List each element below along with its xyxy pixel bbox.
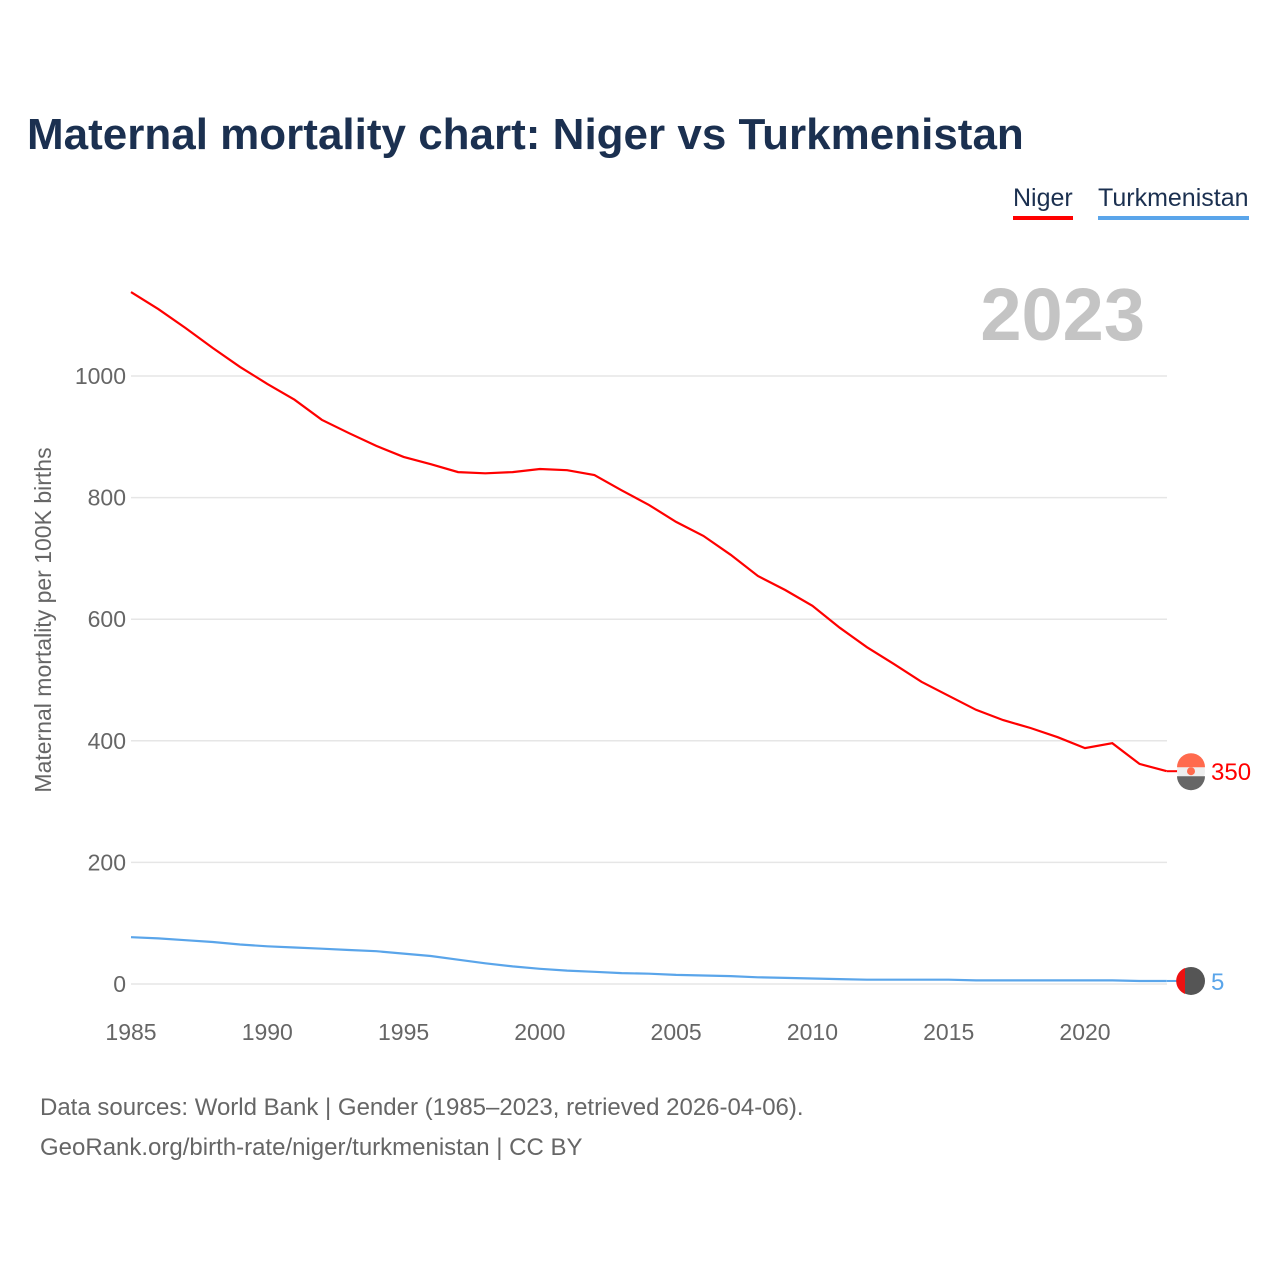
niger-flag-dot <box>1187 767 1195 776</box>
x-tick-label: 2015 <box>923 1019 974 1045</box>
source-line-2[interactable]: GeoRank.org/birth-rate/niger/turkmenista… <box>40 1134 583 1161</box>
year-watermark: 2023 <box>980 273 1145 356</box>
y-axis-label: Maternal mortality per 100K births <box>30 447 56 792</box>
x-tick-label: 2000 <box>514 1019 565 1045</box>
niger-flag-stripe <box>1177 776 1205 791</box>
end-value-label: 5 <box>1211 969 1224 996</box>
source-note: Data sources: World Bank | Gender (1985–… <box>40 1088 804 1168</box>
source-line-1: Data sources: World Bank | Gender (1985–… <box>40 1094 804 1121</box>
x-tick-label: 1985 <box>105 1019 156 1045</box>
end-value-label: 350 <box>1211 759 1251 786</box>
series-line-niger <box>130 291 1168 773</box>
y-tick-label: 200 <box>88 849 126 875</box>
series-line-turkmenistan <box>130 936 1167 983</box>
niger-flag-stripe <box>1177 753 1205 768</box>
y-tick-label: 600 <box>88 606 126 632</box>
legend-niger[interactable]: Niger <box>1013 184 1073 220</box>
x-tick-label: 2010 <box>787 1019 838 1045</box>
y-tick-label: 1000 <box>75 363 126 389</box>
y-tick-label: 800 <box>88 485 126 511</box>
chart-title: Maternal mortality chart: Niger vs Turkm… <box>27 110 1024 159</box>
turkmenistan-flag-stripe <box>1176 967 1185 994</box>
x-tick-label: 1995 <box>378 1019 429 1045</box>
y-tick-label: 400 <box>88 728 126 754</box>
x-tick-label: 1990 <box>242 1019 293 1045</box>
x-tick-label: 2005 <box>651 1019 702 1045</box>
y-tick-label: 0 <box>113 971 126 997</box>
x-tick-label: 2020 <box>1059 1019 1110 1045</box>
legend-turkmenistan[interactable]: Turkmenistan <box>1098 184 1249 220</box>
